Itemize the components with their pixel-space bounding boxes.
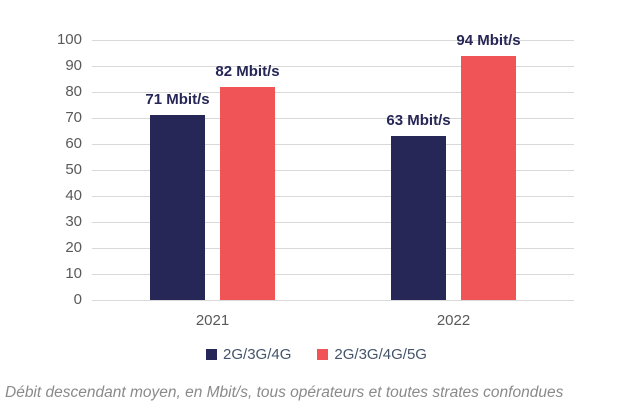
gridline bbox=[92, 144, 574, 145]
x-axis-tick-label: 2022 bbox=[436, 312, 471, 329]
gridline bbox=[92, 118, 574, 119]
gridline bbox=[92, 196, 574, 197]
y-axis-tick-label: 10 bbox=[65, 265, 82, 282]
y-axis-tick-label: 80 bbox=[65, 83, 82, 100]
gridline bbox=[92, 248, 574, 249]
gridline bbox=[92, 170, 574, 171]
legend-swatch-icon bbox=[317, 349, 329, 360]
y-axis-tick-label: 30 bbox=[65, 213, 82, 230]
y-axis-tick-label: 60 bbox=[65, 135, 82, 152]
gridline bbox=[92, 66, 574, 67]
bar-2022-2g3g4g5g bbox=[461, 55, 516, 300]
bar-value-label: 71 Mbit/s bbox=[145, 91, 210, 109]
chart-legend: 2G/3G/4G 2G/3G/4G/5G bbox=[0, 346, 633, 363]
y-axis-tick-label: 40 bbox=[65, 187, 82, 204]
legend-item-2g3g4g: 2G/3G/4G bbox=[206, 346, 291, 363]
y-axis-tick-label: 0 bbox=[73, 291, 82, 308]
gridline bbox=[92, 222, 574, 223]
gridline bbox=[92, 40, 574, 41]
bar-value-label: 94 Mbit/s bbox=[456, 31, 521, 49]
y-axis-tick-label: 50 bbox=[65, 161, 82, 178]
legend-label: 2G/3G/4G/5G bbox=[334, 346, 427, 363]
y-axis-tick-label: 20 bbox=[65, 239, 82, 256]
y-axis-tick-label: 70 bbox=[65, 109, 82, 126]
legend-swatch-icon bbox=[206, 349, 218, 360]
gridline bbox=[92, 300, 574, 301]
bar-2022-2g3g4g bbox=[391, 136, 446, 300]
legend-label: 2G/3G/4G bbox=[223, 346, 292, 363]
x-axis-tick-label: 2021 bbox=[195, 312, 230, 329]
chart-caption: Débit descendant moyen, en Mbit/s, tous … bbox=[5, 384, 564, 401]
bar-value-label: 63 Mbit/s bbox=[386, 112, 451, 130]
bar-2021-2g3g4g bbox=[150, 115, 205, 300]
y-axis-tick-label: 90 bbox=[65, 57, 82, 74]
gridline bbox=[92, 92, 574, 93]
y-axis-tick-label: 100 bbox=[56, 31, 82, 48]
gridline bbox=[92, 274, 574, 275]
bar-value-label: 82 Mbit/s bbox=[215, 62, 280, 80]
bar-2021-2g3g4g5g bbox=[220, 86, 275, 300]
legend-item-2g3g4g5g: 2G/3G/4G/5G bbox=[317, 346, 427, 363]
